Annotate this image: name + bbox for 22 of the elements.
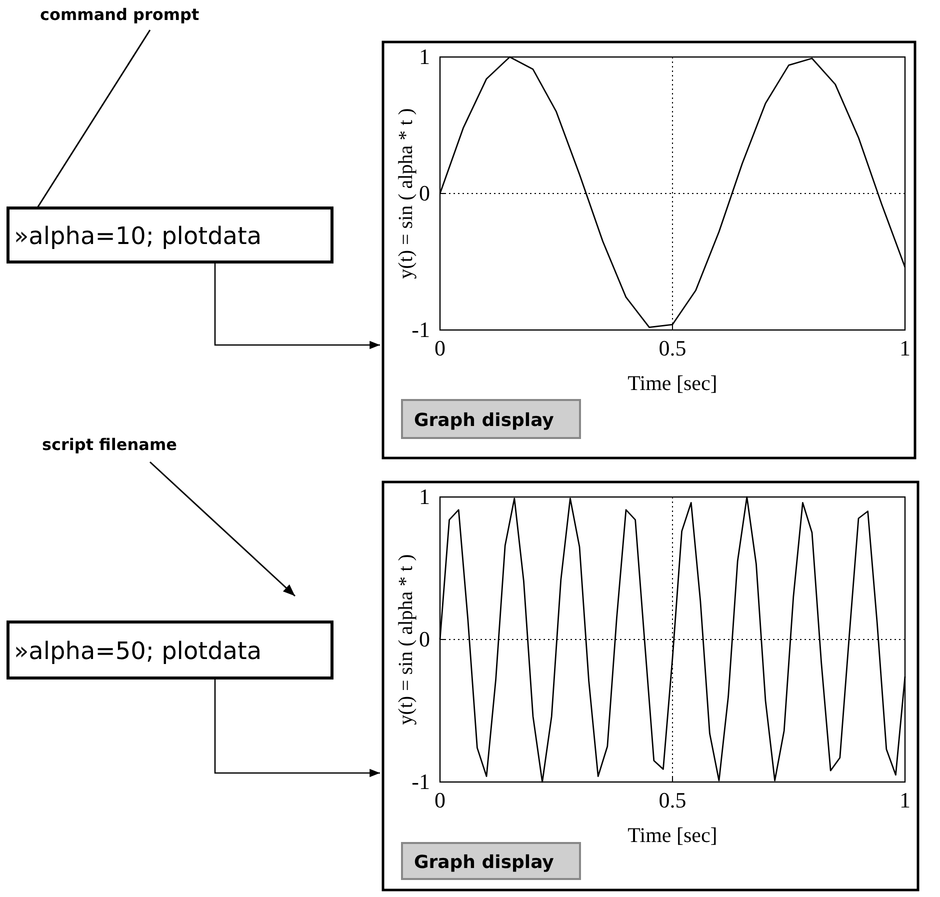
x-tick-label: 1 bbox=[900, 336, 910, 361]
x-axis-title: Time [sec] bbox=[628, 371, 718, 395]
x-tick-label: 0 bbox=[434, 336, 446, 361]
x-tick-label: 0 bbox=[434, 788, 446, 813]
text: command prompt bbox=[40, 5, 200, 24]
text: script filename bbox=[42, 435, 178, 454]
x-tick-label: 1 bbox=[900, 788, 910, 813]
y-tick-label: 0 bbox=[419, 626, 430, 652]
y-tick-label: 1 bbox=[419, 44, 430, 70]
text-field: »alpha=10; plotdata bbox=[6, 206, 334, 264]
x-tick-label: 0.5 bbox=[658, 336, 686, 361]
y-tick-label: 1 bbox=[419, 484, 430, 510]
y-axis-title: y(t) = sin ( alpha * t ) bbox=[395, 554, 417, 725]
button: Graph display bbox=[401, 399, 581, 439]
y-axis-title: y(t) = sin ( alpha * t ) bbox=[395, 108, 417, 279]
x-axis-title: Time [sec] bbox=[628, 823, 718, 847]
text-field: »alpha=50; plotdata bbox=[6, 620, 334, 680]
x-tick-label: 0.5 bbox=[658, 788, 686, 813]
button: Graph display bbox=[401, 842, 581, 880]
y-tick-label: -1 bbox=[412, 769, 430, 794]
y-tick-label: 0 bbox=[419, 180, 430, 206]
y-tick-label: -1 bbox=[412, 317, 430, 342]
